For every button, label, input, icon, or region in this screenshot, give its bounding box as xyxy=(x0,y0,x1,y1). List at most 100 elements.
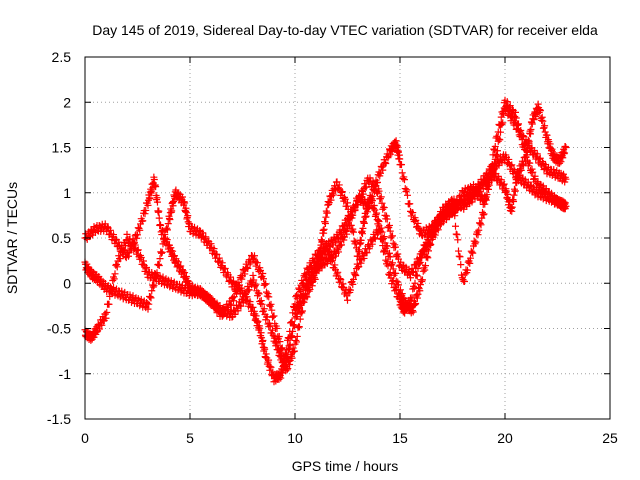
data-point xyxy=(512,114,520,122)
data-point xyxy=(350,228,357,236)
data-point xyxy=(368,197,376,205)
data-point xyxy=(170,198,177,205)
data-point xyxy=(251,252,258,260)
data-point xyxy=(476,219,484,227)
data-point xyxy=(293,310,301,318)
data-point xyxy=(257,297,265,305)
data-point xyxy=(278,345,285,353)
data-point xyxy=(281,349,289,357)
data-point xyxy=(144,305,152,313)
data-point xyxy=(262,280,270,288)
y-tick-label: 2.5 xyxy=(52,49,72,65)
data-point xyxy=(215,254,223,262)
data-point xyxy=(142,206,150,214)
data-point xyxy=(541,122,549,130)
data-point xyxy=(338,188,346,196)
data-point xyxy=(200,289,208,297)
data-point xyxy=(176,280,183,288)
data-point xyxy=(106,292,114,300)
data-point xyxy=(107,226,114,234)
data-point xyxy=(251,282,259,290)
data-point xyxy=(407,274,414,282)
data-point xyxy=(398,161,405,169)
data-point xyxy=(497,113,505,121)
data-point xyxy=(336,275,344,283)
data-point xyxy=(339,280,347,288)
data-point xyxy=(382,256,390,264)
data-point xyxy=(389,265,397,273)
data-point xyxy=(450,195,458,203)
data-point xyxy=(155,207,163,215)
data-point xyxy=(393,142,401,150)
data-point xyxy=(276,338,284,346)
data-point xyxy=(134,246,142,254)
data-point xyxy=(164,220,172,228)
data-point xyxy=(419,267,427,275)
data-point xyxy=(518,132,525,140)
chart-title: Day 145 of 2019, Sidereal Day-to-day VTE… xyxy=(92,22,598,38)
data-point xyxy=(533,150,541,158)
data-point xyxy=(485,185,492,193)
data-point xyxy=(464,266,471,274)
data-point xyxy=(359,190,367,198)
data-point xyxy=(210,245,218,253)
data-point xyxy=(300,298,308,306)
data-point xyxy=(394,250,402,258)
data-point xyxy=(383,215,391,223)
data-point xyxy=(395,281,402,289)
data-point xyxy=(556,159,564,167)
data-point xyxy=(192,285,200,293)
data-point xyxy=(472,238,480,246)
data-point xyxy=(468,198,476,206)
data-point xyxy=(419,248,427,256)
data-point xyxy=(182,208,190,216)
data-series xyxy=(81,96,570,386)
data-point xyxy=(238,275,246,283)
data-point xyxy=(413,271,420,279)
data-point xyxy=(308,278,315,286)
data-point xyxy=(306,285,314,293)
data-point xyxy=(107,286,114,294)
data-point xyxy=(362,183,370,191)
data-point xyxy=(327,258,335,266)
data-point xyxy=(265,356,273,364)
data-point xyxy=(329,256,336,264)
data-point xyxy=(265,293,273,301)
data-point xyxy=(503,98,511,106)
data-point xyxy=(286,341,294,349)
data-point xyxy=(416,258,424,266)
data-point xyxy=(493,152,501,160)
data-point xyxy=(384,223,392,231)
data-point xyxy=(86,233,93,241)
data-point xyxy=(412,299,420,307)
data-point xyxy=(491,143,499,151)
data-point xyxy=(457,261,465,269)
data-point xyxy=(349,280,357,288)
data-point xyxy=(354,252,362,260)
data-point xyxy=(270,312,278,320)
data-point xyxy=(480,210,488,218)
data-point xyxy=(308,282,316,290)
data-point xyxy=(153,198,161,206)
data-point xyxy=(511,112,519,120)
data-point xyxy=(515,172,523,180)
x-tick-label: 25 xyxy=(602,430,618,446)
data-point xyxy=(432,226,440,234)
data-point xyxy=(416,227,424,235)
data-point xyxy=(454,236,462,244)
ticks: 0 5 10 15 20 25 -1.5 -1 -0.5 0 0.5 1 1.5 2 2.5 xyxy=(47,49,618,446)
data-point xyxy=(320,225,328,233)
data-point xyxy=(179,267,187,275)
data-point xyxy=(381,211,389,219)
data-point xyxy=(112,261,120,269)
data-point xyxy=(308,263,315,271)
data-point xyxy=(230,297,237,305)
data-point xyxy=(296,287,304,295)
data-point xyxy=(273,339,281,347)
data-point xyxy=(269,326,276,334)
data-point xyxy=(538,116,546,124)
data-point xyxy=(352,238,360,246)
data-point xyxy=(423,245,431,253)
data-point xyxy=(410,217,418,225)
data-point xyxy=(161,238,168,246)
